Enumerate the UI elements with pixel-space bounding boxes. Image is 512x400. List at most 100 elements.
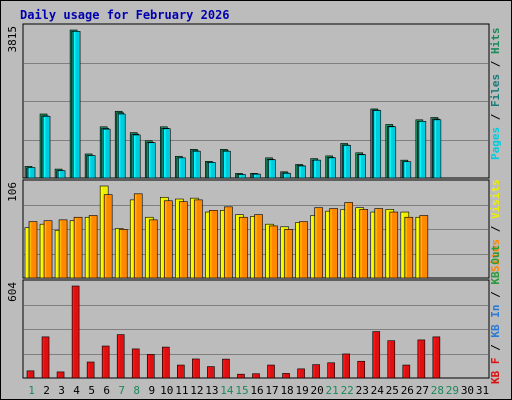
pages-bar-25-highlight bbox=[389, 127, 391, 178]
y-max-label: 106 bbox=[6, 182, 19, 202]
sites-bar-24 bbox=[374, 208, 384, 279]
x-tick-label: 5 bbox=[88, 384, 95, 397]
kbf-bar-15 bbox=[237, 373, 245, 379]
sites-bar-14 bbox=[224, 206, 233, 279]
pages-bar-5-highlight bbox=[88, 156, 91, 178]
sites-bar-1-highlight bbox=[29, 222, 32, 278]
pages-bar-27-highlight bbox=[419, 122, 422, 178]
sites-bar-22 bbox=[344, 202, 353, 279]
chart-title: Daily usage for February 2026 bbox=[20, 8, 230, 22]
pages-bar-17 bbox=[268, 159, 276, 179]
sites-bar-25-highlight bbox=[390, 212, 392, 278]
kbf-bar-26 bbox=[402, 364, 411, 379]
sites-bar-6 bbox=[103, 194, 113, 279]
pages-bar-19-highlight bbox=[299, 166, 301, 178]
visits-bar-7-highlight bbox=[115, 229, 118, 278]
visits-bar-22-highlight bbox=[341, 210, 343, 278]
pages-bar-9 bbox=[147, 142, 156, 179]
x-tick-label: 21 bbox=[326, 384, 339, 397]
visits-bar-15-highlight bbox=[236, 215, 238, 278]
sites-bar-3 bbox=[58, 219, 68, 279]
pages-bar-23-highlight bbox=[359, 155, 361, 178]
pages-bar-26 bbox=[403, 161, 412, 179]
visits-bar-3-highlight bbox=[55, 231, 58, 278]
kbf-bar-14-highlight bbox=[223, 359, 225, 378]
pages-bar-22 bbox=[343, 145, 351, 179]
x-tick-label: 11 bbox=[175, 384, 188, 397]
pages-bar-5 bbox=[87, 155, 96, 179]
kbf-bar-8 bbox=[131, 348, 140, 379]
sites-bar-12 bbox=[194, 199, 203, 279]
kbf-bar-18-highlight bbox=[283, 374, 285, 378]
pages-bar-24 bbox=[373, 110, 382, 179]
x-tick-label: 16 bbox=[250, 384, 263, 397]
x-tick-label: 6 bbox=[103, 384, 110, 397]
kbf-bar-6-highlight bbox=[102, 346, 105, 378]
pages-bar-20 bbox=[313, 159, 321, 179]
visits-bar-9-highlight bbox=[146, 218, 148, 278]
x-tick-label: 23 bbox=[356, 384, 369, 397]
kbf-bar-7 bbox=[116, 334, 125, 379]
x-tick-label: 14 bbox=[220, 384, 234, 397]
pages-bar-16-highlight bbox=[254, 174, 256, 178]
sites-bar-11-highlight bbox=[180, 202, 182, 278]
kbf-bar-21 bbox=[327, 362, 335, 379]
y-max-label: 3815 bbox=[6, 26, 19, 53]
sites-bar-13 bbox=[209, 210, 218, 279]
y-max-label: 604 bbox=[6, 282, 19, 302]
kbf-bar-20-highlight bbox=[313, 365, 315, 378]
kbf-bar-24-highlight bbox=[373, 332, 375, 378]
kbf-bar-1 bbox=[26, 370, 35, 379]
kbf-bar-17-highlight bbox=[268, 365, 270, 378]
pages-bar-8 bbox=[132, 134, 141, 179]
pages-bar-1 bbox=[27, 167, 36, 179]
kbf-bar-18 bbox=[282, 373, 290, 379]
kbf-bar-2 bbox=[41, 336, 50, 379]
kbf-bar-5 bbox=[86, 361, 95, 379]
visits-bar-14-highlight bbox=[221, 211, 223, 278]
pages-bar-4 bbox=[72, 31, 81, 179]
pages-bar-13-highlight bbox=[209, 163, 211, 178]
kbf-bar-23-highlight bbox=[358, 362, 360, 378]
kbf-bar-2-highlight bbox=[42, 337, 45, 378]
sites-bar-14-highlight bbox=[225, 207, 227, 278]
kbf-bar-20 bbox=[312, 364, 320, 379]
sites-bar-21-highlight bbox=[330, 209, 332, 278]
x-tick-label: 13 bbox=[205, 384, 218, 397]
sites-bar-21 bbox=[329, 208, 338, 279]
sites-bar-2 bbox=[43, 220, 53, 279]
sites-bar-19 bbox=[299, 221, 308, 279]
kbf-bar-24 bbox=[372, 331, 381, 379]
kbf-bar-5-highlight bbox=[87, 362, 90, 378]
kbf-bar-3-highlight bbox=[57, 372, 60, 378]
pages-bar-3 bbox=[57, 170, 66, 179]
x-tick-label: 12 bbox=[190, 384, 203, 397]
pages-bar-1-highlight bbox=[28, 168, 31, 178]
kbf-bar-28-highlight bbox=[433, 337, 436, 378]
visits-bar-2-highlight bbox=[40, 224, 43, 278]
pages-bar-6 bbox=[102, 128, 111, 179]
kbf-bar-10 bbox=[161, 346, 170, 379]
visits-bar-19-highlight bbox=[296, 223, 298, 278]
pages-bar-18 bbox=[283, 173, 291, 179]
kbf-bar-9-highlight bbox=[148, 355, 150, 378]
kbf-bar-27 bbox=[417, 339, 426, 379]
sites-bar-19-highlight bbox=[300, 222, 302, 278]
pages-bar-17-highlight bbox=[269, 160, 271, 178]
pages-bar-12-highlight bbox=[194, 152, 196, 178]
kbf-bar-27-highlight bbox=[418, 340, 421, 378]
sites-bar-13-highlight bbox=[210, 211, 212, 278]
pages-bar-22-highlight bbox=[344, 146, 346, 178]
pages-bar-24-highlight bbox=[374, 111, 376, 178]
x-tick-label: 28 bbox=[431, 384, 444, 397]
visits-bar-12-highlight bbox=[191, 198, 193, 278]
kbf-bar-22 bbox=[342, 353, 350, 379]
kbf-bar-4-highlight bbox=[72, 286, 75, 378]
x-tick-label: 1 bbox=[28, 384, 35, 397]
x-tick-label: 8 bbox=[133, 384, 140, 397]
sites-bar-10-highlight bbox=[165, 201, 167, 278]
kbf-bar-26-highlight bbox=[403, 365, 406, 378]
x-tick-label: 22 bbox=[341, 384, 354, 397]
pages-bar-3-highlight bbox=[58, 171, 61, 178]
